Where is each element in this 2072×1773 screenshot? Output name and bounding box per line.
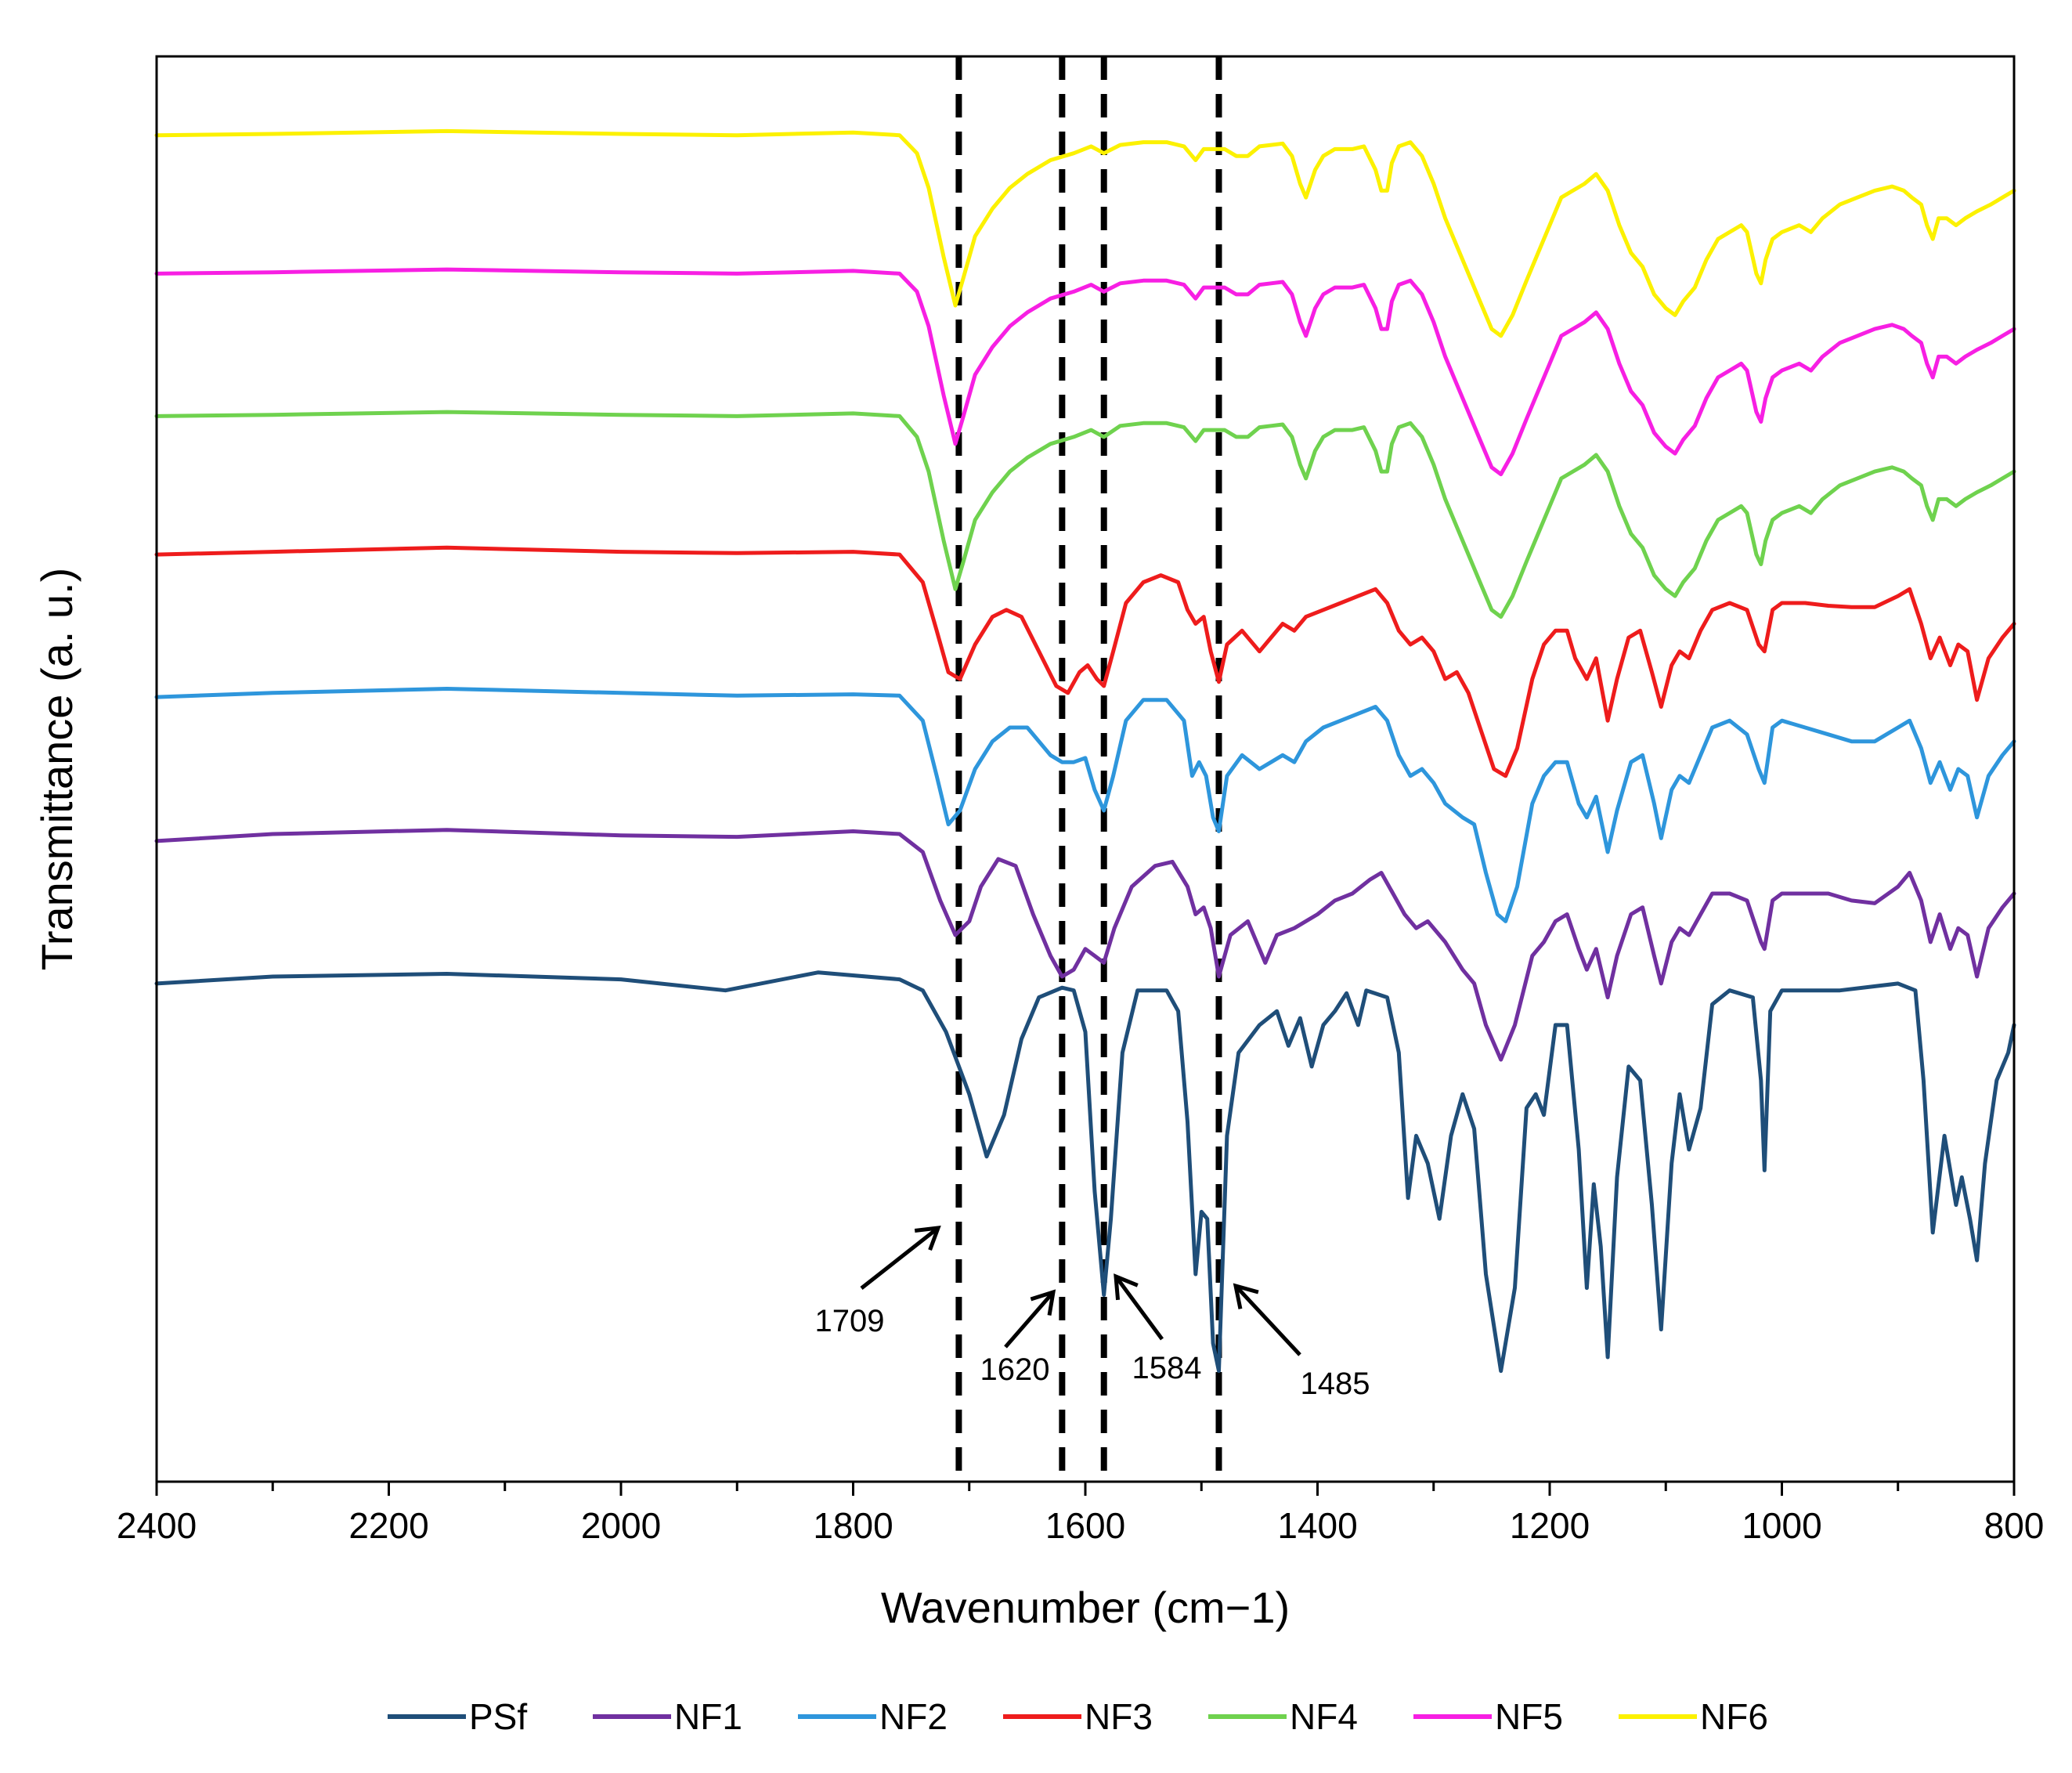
x-tick-label: 1000 [1742,1505,1821,1546]
annotation-label-1584: 1584 [1132,1351,1202,1385]
series-line-nf6 [154,128,2016,338]
legend-label-nf6: NF6 [1700,1696,1768,1737]
annotation-arrow-1709 [860,1226,940,1290]
annotation-label-1709: 1709 [815,1304,885,1338]
x-tick-label: 2000 [581,1505,661,1546]
x-tick-label: 1800 [813,1505,893,1546]
series-line-nf2 [154,687,2016,923]
series-lines [154,128,2016,1374]
annotation-arrow-1584 [1114,1275,1164,1341]
annotation-arrow-1485 [1234,1284,1301,1356]
legend: PSf NF1 NF2 NF3 NF4 NF5 NF6 [388,1696,1768,1737]
x-tick-label: 1200 [1510,1505,1590,1546]
series-line-psf [154,970,2016,1374]
annotation-arrowhead-1709 [914,1226,941,1251]
annotation-label-1485: 1485 [1301,1367,1370,1401]
annotation-label-1620: 1620 [980,1352,1050,1387]
annotation-arrowhead-1584 [1114,1273,1139,1301]
x-tick-label: 2400 [117,1505,197,1546]
annotation-arrowhead-1485 [1233,1283,1259,1309]
series-line-nf4 [154,410,2016,619]
legend-label-nf1: NF1 [674,1696,742,1737]
peak-annotations: 1709 1620 1584 1485 [815,1226,1370,1401]
x-tick-label: 1400 [1277,1505,1357,1546]
series-line-nf5 [154,267,2016,477]
legend-label-nf4: NF4 [1290,1696,1358,1737]
series-line-nf1 [154,828,2016,1062]
series-line-nf3 [154,545,2016,778]
x-axis-title: Wavenumber (cm−1) [881,1583,1290,1632]
x-tick-label: 2200 [348,1505,428,1546]
legend-label-nf5: NF5 [1495,1696,1563,1737]
x-tick-label: 1600 [1045,1505,1125,1546]
x-tick-label: 800 [1984,1505,2045,1546]
legend-label-psf: PSf [469,1696,527,1737]
annotation-arrowhead-1620 [1030,1289,1056,1316]
x-axis-ticks: 2400 2200 2000 1800 1600 1400 1200 1000 800 [117,1482,2045,1546]
annotation-arrow-1620 [1004,1291,1055,1349]
legend-label-nf2: NF2 [879,1696,948,1737]
y-axis-title: Transmittance (a. u.) [32,568,81,971]
legend-label-nf3: NF3 [1085,1696,1153,1737]
